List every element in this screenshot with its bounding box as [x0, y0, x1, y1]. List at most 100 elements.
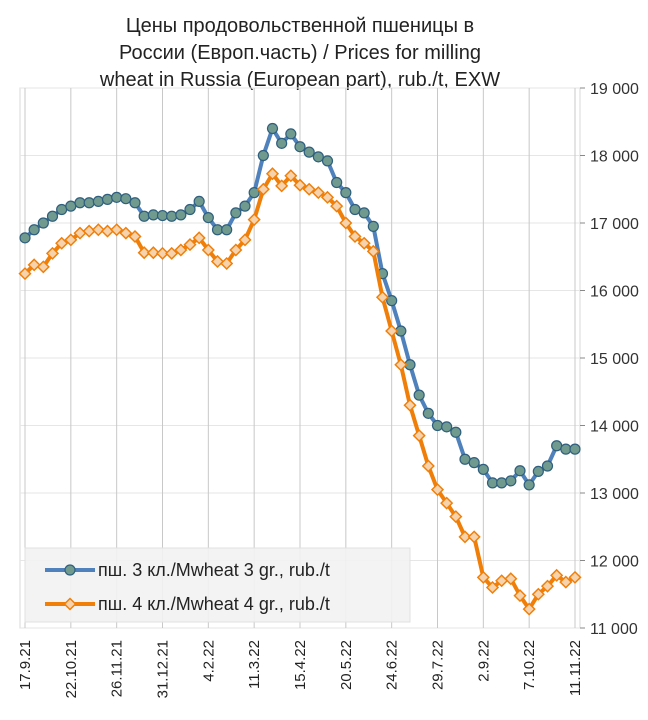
data-point [403, 398, 417, 412]
data-point [331, 176, 343, 189]
data-point [485, 580, 500, 595]
data-point [486, 477, 499, 489]
data-point [441, 421, 453, 433]
data-point [165, 246, 179, 260]
y-tick-label: 16 000 [590, 284, 639, 301]
data-point [514, 465, 526, 477]
data-point [386, 295, 398, 307]
chart-title: Цены продовольственной пшеницы в [126, 15, 474, 37]
legend-marker [63, 597, 77, 611]
data-point [56, 203, 68, 216]
data-point [65, 200, 77, 212]
data-point [375, 290, 390, 304]
data-point [110, 223, 124, 237]
data-point [46, 210, 59, 222]
data-point [468, 457, 480, 469]
data-point [91, 223, 105, 237]
x-tick-label: 31.12.21 [155, 640, 172, 698]
data-point [174, 243, 188, 257]
data-point [357, 236, 371, 250]
data-point [496, 477, 508, 489]
data-point [303, 146, 315, 158]
data-point [28, 224, 40, 236]
x-tick-label: 7.10.22 [521, 640, 538, 690]
data-point [276, 137, 288, 149]
data-point [467, 530, 481, 544]
data-point [532, 465, 544, 477]
data-point [412, 429, 426, 443]
data-point [476, 570, 490, 584]
data-point [312, 151, 324, 163]
data-point [239, 200, 251, 212]
data-point [440, 496, 454, 510]
data-point [137, 246, 151, 260]
data-point [129, 197, 141, 209]
data-point [449, 510, 463, 524]
data-point [569, 443, 581, 455]
x-tick-label: 15.4.22 [292, 640, 309, 690]
chart-title: wheat in Russia (European part), rub./t,… [99, 69, 500, 91]
data-point [210, 254, 225, 269]
y-tick-label: 12 000 [590, 554, 639, 571]
data-point [101, 193, 114, 205]
data-point [504, 572, 518, 586]
data-point [293, 178, 307, 192]
data-point [275, 179, 289, 193]
y-tick-label: 17 000 [590, 216, 639, 233]
data-point [367, 220, 379, 232]
data-point [321, 155, 334, 167]
x-tick-label: 24.6.22 [384, 640, 401, 690]
data-point [430, 483, 445, 497]
data-point [27, 258, 41, 272]
legend-box [24, 547, 411, 623]
data-point [330, 199, 344, 213]
data-point [513, 589, 527, 603]
data-point [192, 231, 206, 245]
legend-marker [64, 564, 76, 576]
data-point [431, 419, 444, 432]
x-tick-label: 11.11.22 [567, 640, 584, 696]
data-point [540, 579, 555, 593]
data-point [568, 570, 582, 584]
x-tick-label: 29.7.22 [430, 640, 447, 690]
data-point [413, 389, 425, 401]
data-point [358, 207, 370, 219]
data-point [19, 232, 31, 244]
data-point [284, 169, 298, 183]
x-tick-label: 26.11.21 [109, 640, 126, 697]
data-point [505, 475, 517, 487]
y-tick-label: 14 000 [590, 419, 639, 436]
data-point [256, 182, 270, 196]
x-tick-label: 11.3.22 [246, 640, 263, 689]
legend-label: пш. 4 кл./Mwheat 4 gr., rub./t [98, 594, 330, 614]
data-point [74, 197, 86, 209]
data-point [166, 210, 178, 222]
data-point [175, 209, 187, 221]
data-point [100, 224, 115, 238]
data-point [45, 246, 60, 260]
x-tick-label: 22.10.21 [63, 640, 80, 698]
data-point [422, 407, 434, 419]
data-point [523, 479, 535, 491]
data-point [348, 229, 362, 244]
data-point [147, 209, 159, 221]
y-tick-label: 18 000 [590, 149, 639, 166]
data-point [266, 122, 279, 135]
data-point [550, 568, 564, 582]
data-point [230, 207, 242, 219]
data-point [560, 443, 572, 455]
data-point [522, 602, 536, 616]
data-point [531, 587, 545, 601]
data-point [285, 128, 297, 140]
data-point [450, 426, 462, 438]
data-point [311, 186, 325, 200]
data-point [221, 224, 233, 236]
data-point [394, 358, 408, 372]
data-point [340, 187, 352, 199]
chart-title: России (Европ.часть) / Prices for millin… [119, 42, 481, 64]
data-point [541, 460, 554, 472]
data-point [120, 193, 132, 205]
y-tick-label: 13 000 [590, 486, 639, 503]
data-point [146, 246, 160, 260]
data-point [37, 217, 49, 229]
